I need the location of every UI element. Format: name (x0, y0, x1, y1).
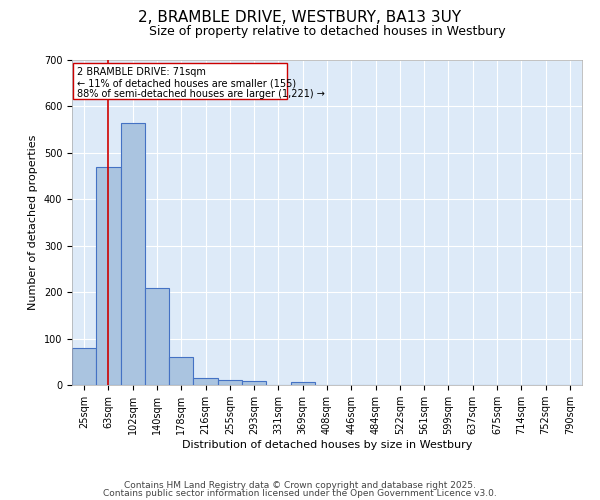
Text: ← 11% of detached houses are smaller (155): ← 11% of detached houses are smaller (15… (77, 78, 296, 88)
Y-axis label: Number of detached properties: Number of detached properties (28, 135, 38, 310)
Bar (193, 378, 218, 385)
Text: Contains HM Land Registry data © Crown copyright and database right 2025.: Contains HM Land Registry data © Crown c… (124, 481, 476, 490)
Bar (72, 348, 96, 385)
Bar (218, 380, 242, 385)
Bar (290, 382, 315, 385)
Bar (242, 382, 266, 385)
Bar (121, 122, 145, 385)
Text: 2 BRAMBLE DRIVE: 71sqm: 2 BRAMBLE DRIVE: 71sqm (77, 67, 206, 77)
Text: 2, BRAMBLE DRIVE, WESTBURY, BA13 3UY: 2, BRAMBLE DRIVE, WESTBURY, BA13 3UY (139, 10, 461, 25)
Text: Contains public sector information licensed under the Open Government Licence v3: Contains public sector information licen… (103, 488, 497, 498)
Bar (145, 288, 169, 385)
Title: Size of property relative to detached houses in Westbury: Size of property relative to detached ho… (149, 25, 505, 38)
Text: 88% of semi-detached houses are larger (1,221) →: 88% of semi-detached houses are larger (… (77, 89, 325, 99)
Bar (96, 167, 121, 385)
Bar (169, 357, 193, 385)
FancyBboxPatch shape (73, 63, 287, 100)
X-axis label: Distribution of detached houses by size in Westbury: Distribution of detached houses by size … (182, 440, 472, 450)
